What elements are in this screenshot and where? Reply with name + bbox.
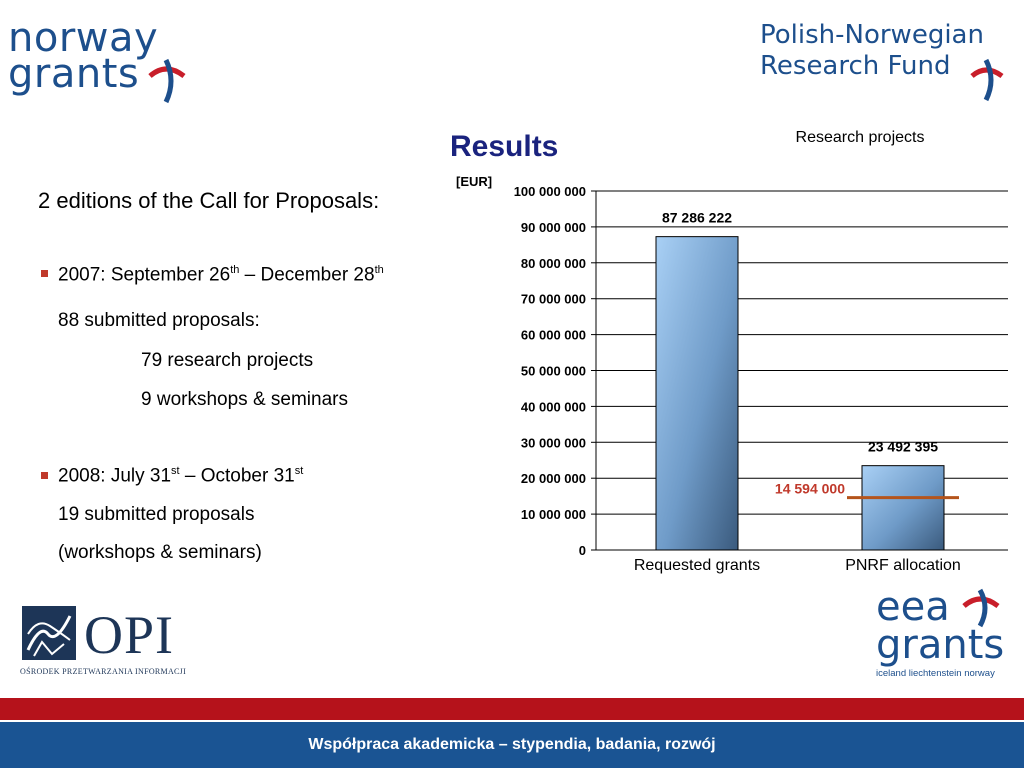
pnrf-logo-line1: Polish-Norwegian — [760, 20, 984, 50]
norway-logo-line2: grants — [8, 51, 140, 97]
research-projects-chart: Research projects [EUR] 0 10 000 000 20 000 … — [456, 129, 1008, 574]
chart-y-tick-label: 0 — [579, 543, 586, 558]
opi-logo-emblem-icon — [22, 606, 76, 660]
bullet-square-icon — [41, 270, 48, 277]
chart-bar — [861, 465, 945, 551]
chart-y-axis-label: [EUR] — [456, 174, 492, 189]
chart-annotation-label: 14 594 000 — [775, 481, 845, 497]
chart-y-tick-label: 70 000 000 — [521, 292, 586, 307]
footer-divider — [0, 721, 1024, 723]
footer-red-band — [0, 698, 1024, 720]
eea-logo-line1: eea — [876, 584, 950, 630]
norway-logo-mark-icon — [148, 58, 186, 104]
edition-2007-research: 79 research projects — [141, 350, 314, 371]
chart-category-label: PNRF allocation — [845, 557, 961, 574]
chart-bar — [655, 236, 739, 551]
edition-2007-dates: 2007: September 26th – December 28th — [58, 264, 384, 286]
edition-2008-dates: 2008: July 31st – October 31st — [58, 465, 304, 487]
chart-category-label: Requested grants — [634, 557, 760, 574]
eea-logo-mark-icon — [962, 588, 1000, 628]
slide-title: Results — [450, 130, 559, 163]
opi-logo-text: OPI — [84, 605, 175, 665]
chart-title: Research projects — [796, 129, 925, 146]
intro-text: 2 editions of the Call for Proposals: — [38, 188, 380, 213]
bullet-square-icon — [41, 472, 48, 479]
chart-y-tick-label: 20 000 000 — [521, 471, 586, 486]
eea-logo-line2: grants — [876, 622, 1005, 668]
edition-2007-submitted: 88 submitted proposals: — [58, 310, 260, 331]
chart-y-tick-label: 60 000 000 — [521, 328, 586, 343]
opi-logo-subtitle: OŚRODEK PRZETWARZANIA INFORMACJI — [20, 667, 187, 676]
chart-bar-value-label: 87 286 222 — [662, 210, 732, 226]
edition-2007-workshops: 9 workshops & seminars — [141, 389, 348, 410]
edition-2008-note: (workshops & seminars) — [58, 542, 262, 563]
pnrf-logo: Polish-Norwegian Research Fund — [760, 20, 1020, 110]
norway-grants-logo: norway grants — [8, 15, 198, 110]
chart-y-tick-label: 80 000 000 — [521, 256, 586, 271]
footer-bar: Współpraca akademicka – stypendia, badan… — [0, 722, 1024, 768]
chart-bar-value-label: 23 492 395 — [868, 439, 938, 455]
edition-2008-submitted: 19 submitted proposals — [58, 504, 255, 525]
chart-y-tick-label: 90 000 000 — [521, 220, 586, 235]
chart-y-tick-label: 100 000 000 — [514, 184, 586, 199]
eea-logo-subtitle: iceland liechtenstein norway — [876, 668, 995, 679]
chart-y-tick-label: 50 000 000 — [521, 364, 586, 379]
footer-text: Współpraca akademicka – stypendia, badan… — [308, 736, 716, 753]
chart-y-tick-label: 40 000 000 — [521, 399, 586, 414]
chart-y-tick-label: 10 000 000 — [521, 507, 586, 522]
eea-grants-logo: eea grants iceland liechtenstein norway — [876, 584, 1021, 698]
pnrf-logo-mark-icon — [970, 58, 1004, 102]
norway-logo-line1: norway — [8, 15, 159, 61]
chart-y-tick-label: 30 000 000 — [521, 435, 586, 450]
pnrf-logo-line2: Research Fund — [760, 51, 951, 81]
